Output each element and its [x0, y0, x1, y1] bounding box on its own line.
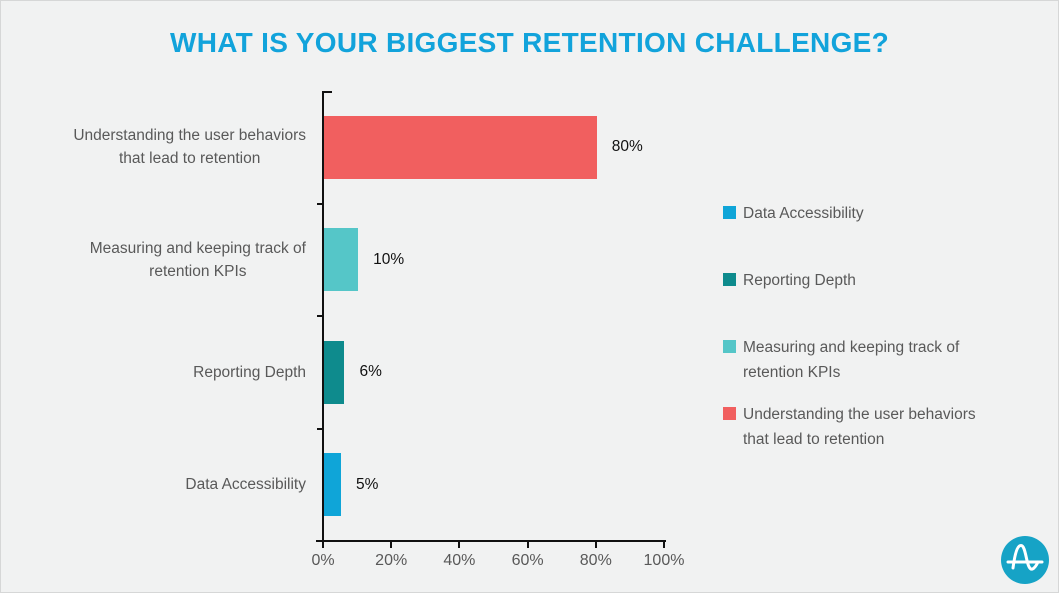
x-axis-tick [390, 541, 393, 548]
y-axis-tick [323, 91, 332, 93]
legend: Data Accessibility Reporting Depth Measuri… [723, 201, 1053, 452]
x-tick-label: 20% [375, 552, 408, 569]
x-axis-tick [458, 541, 461, 548]
value-label: 80% [611, 138, 643, 156]
x-axis-tick [663, 541, 665, 548]
category-label-text: Data Accessibility [185, 476, 306, 494]
value-label: 5% [356, 475, 379, 493]
y-axis-tick [317, 315, 323, 317]
amplitude-logo-icon [1001, 536, 1049, 584]
category-label-text: Understanding the user behaviors that le… [73, 127, 306, 168]
x-tick-label: 100% [643, 552, 685, 569]
chart-title: WHAT IS YOUR BIGGEST RETENTION CHALLENGE… [169, 27, 890, 58]
category-label: Reporting Depth [6, 316, 306, 429]
legend-swatch [723, 206, 736, 219]
bar [324, 228, 359, 292]
category-label: Measuring and keeping track of retention… [6, 204, 306, 317]
legend-item: Understanding the user behaviors that le… [723, 402, 1053, 452]
y-axis-line [322, 91, 324, 548]
y-axis-tick [317, 540, 323, 542]
legend-label: Reporting Depth [743, 272, 856, 289]
bar [324, 115, 597, 179]
legend-swatch [723, 340, 736, 353]
legend-label: Understanding the user behaviors that le… [743, 406, 976, 448]
legend-swatch [723, 273, 736, 286]
x-axis-tick [322, 541, 324, 548]
x-tick-label: 0% [311, 552, 335, 569]
category-label-text: Reporting Depth [193, 363, 306, 381]
x-axis-tick [526, 541, 529, 548]
legend-item: Data Accessibility [723, 201, 1053, 226]
value-label: 10% [373, 250, 405, 268]
bar [324, 340, 345, 404]
x-tick-label: 80% [579, 552, 612, 569]
legend-label: Measuring and keeping track of retention… [743, 339, 960, 381]
legend-swatch [723, 407, 736, 420]
legend-item: Measuring and keeping track of retention… [723, 335, 1053, 385]
x-tick-label: 40% [443, 552, 476, 569]
legend-label: Data Accessibility [743, 205, 864, 222]
bar [324, 453, 342, 517]
x-tick-label: 60% [511, 552, 544, 569]
x-axis-line [316, 540, 666, 542]
legend-item: Reporting Depth [723, 268, 1053, 293]
category-label: Understanding the user behaviors that le… [6, 91, 306, 204]
x-axis-tick [594, 541, 597, 548]
category-label-text: Measuring and keeping track of retention… [89, 239, 306, 280]
y-axis-tick [317, 427, 323, 430]
category-label: Data Accessibility [6, 429, 306, 542]
value-label: 6% [359, 363, 382, 381]
y-axis-tick [317, 202, 323, 205]
